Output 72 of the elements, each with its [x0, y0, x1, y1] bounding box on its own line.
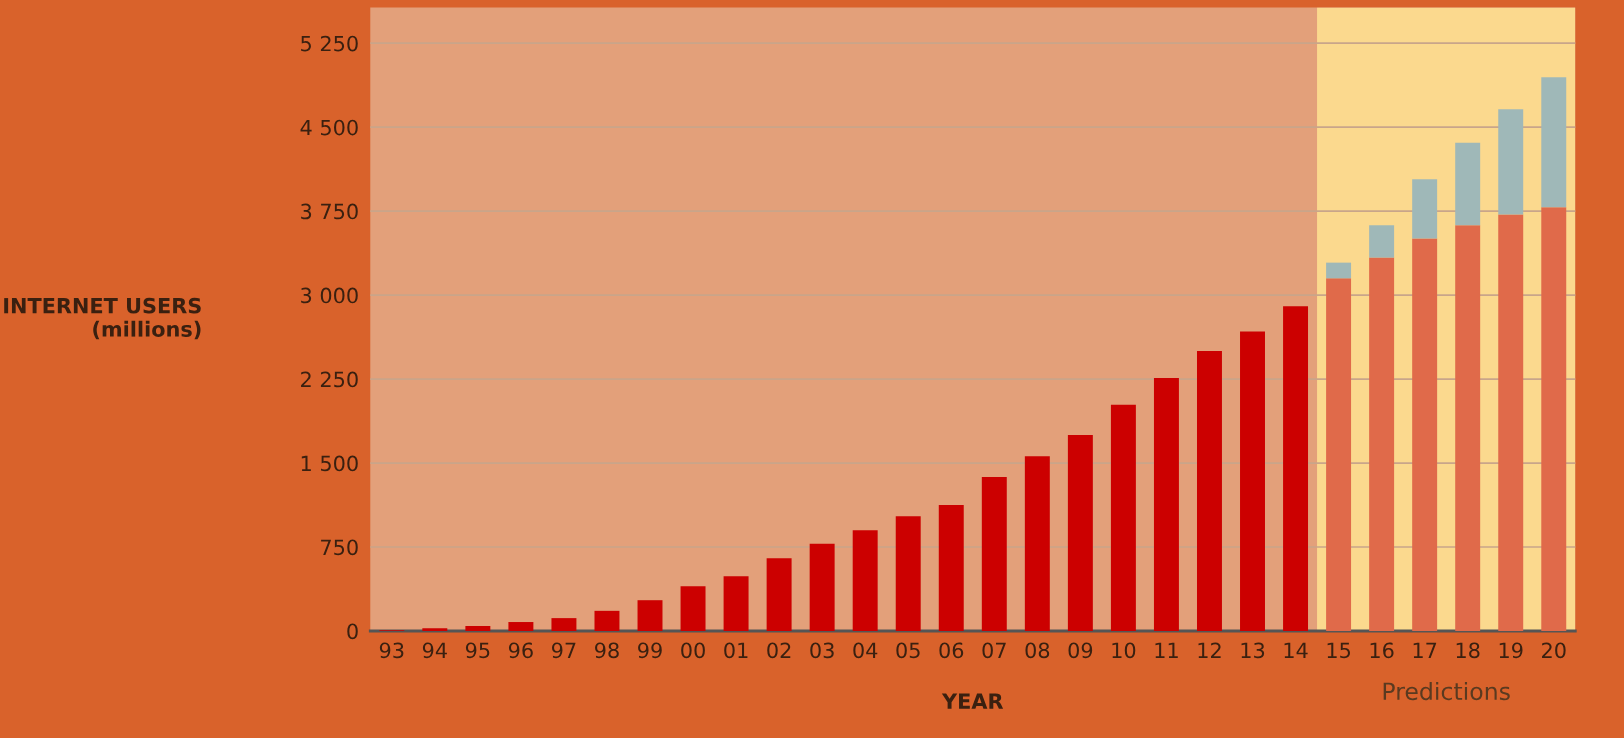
bar — [1498, 109, 1524, 215]
x-tick-label: 93 — [379, 642, 404, 659]
bar — [1153, 377, 1179, 631]
x-tick-label: 02 — [767, 642, 791, 659]
y-tick-label: 2 250 — [301, 371, 358, 388]
y-tick-label: 0 — [347, 623, 358, 640]
y-tick-label: 750 — [321, 539, 358, 556]
x-tick-label: 15 — [1327, 642, 1351, 659]
bar — [809, 543, 835, 631]
bar — [637, 600, 663, 631]
bar — [1455, 225, 1481, 631]
bar — [422, 628, 448, 631]
x-tick-label: 97 — [551, 642, 576, 659]
x-tick-label: 04 — [853, 642, 878, 659]
x-tick-label: 98 — [595, 642, 619, 659]
bar — [1110, 404, 1136, 631]
bar — [594, 610, 620, 631]
bar — [938, 505, 964, 631]
y-tick-label: 3 000 — [301, 287, 358, 304]
bar — [1067, 435, 1093, 631]
x-tick-label: 14 — [1284, 642, 1308, 658]
x-tick-label: 00 — [681, 642, 705, 659]
bar — [1196, 351, 1222, 631]
bar — [852, 530, 878, 631]
x-tick-label: 99 — [638, 642, 662, 659]
bar — [680, 586, 706, 631]
x-tick-label: 01 — [724, 642, 748, 659]
x-tick-label: 03 — [810, 642, 834, 659]
bar — [895, 516, 921, 631]
x-tick-label: 94 — [422, 642, 447, 659]
x-tick-label: 20 — [1542, 642, 1566, 659]
bar — [1369, 225, 1395, 258]
x-tick-label: 96 — [508, 642, 533, 659]
y-tick-label: 3 750 — [301, 203, 358, 220]
bar — [508, 622, 534, 631]
bar — [1455, 142, 1481, 226]
x-tick-label: 07 — [982, 642, 1006, 659]
bar — [981, 477, 1007, 631]
bar — [1326, 278, 1352, 631]
x-tick-label: 11 — [1155, 642, 1178, 658]
x-axis-title: YEAR — [941, 693, 1004, 709]
y-tick-label: 5 250 — [301, 35, 358, 52]
x-tick-label: 16 — [1370, 642, 1394, 659]
x-tick-label: 19 — [1499, 642, 1523, 659]
bar — [1369, 257, 1395, 631]
bar — [465, 625, 491, 631]
x-tick-label: 95 — [465, 642, 490, 659]
bar — [1240, 331, 1265, 631]
band-label: Predictions — [1383, 681, 1510, 701]
bar — [1326, 262, 1352, 279]
bar — [1541, 77, 1567, 208]
y-axis-title: INTERNET USERS (millions) — [4, 297, 201, 340]
bar — [551, 618, 577, 631]
x-tick-label: 12 — [1198, 642, 1221, 658]
y-tick-label: 1 500 — [301, 455, 358, 472]
bar — [1412, 238, 1438, 631]
x-tick-label: 18 — [1456, 642, 1480, 659]
x-tick-label: 13 — [1241, 642, 1265, 659]
x-tick-label: 06 — [939, 642, 964, 659]
bar — [1024, 456, 1050, 631]
x-tick-label: 08 — [1025, 642, 1050, 659]
x-tick-label: 09 — [1068, 642, 1093, 659]
y-tick-label: 4 500 — [300, 119, 358, 136]
bar — [1283, 306, 1309, 631]
bar — [1412, 179, 1438, 239]
bar — [1541, 207, 1567, 631]
bar — [1498, 214, 1524, 631]
bar — [766, 558, 792, 631]
bar — [723, 576, 749, 631]
x-tick-label: 05 — [896, 642, 920, 659]
x-tick-label: 10 — [1112, 642, 1136, 659]
x-tick-label: 17 — [1413, 642, 1437, 658]
